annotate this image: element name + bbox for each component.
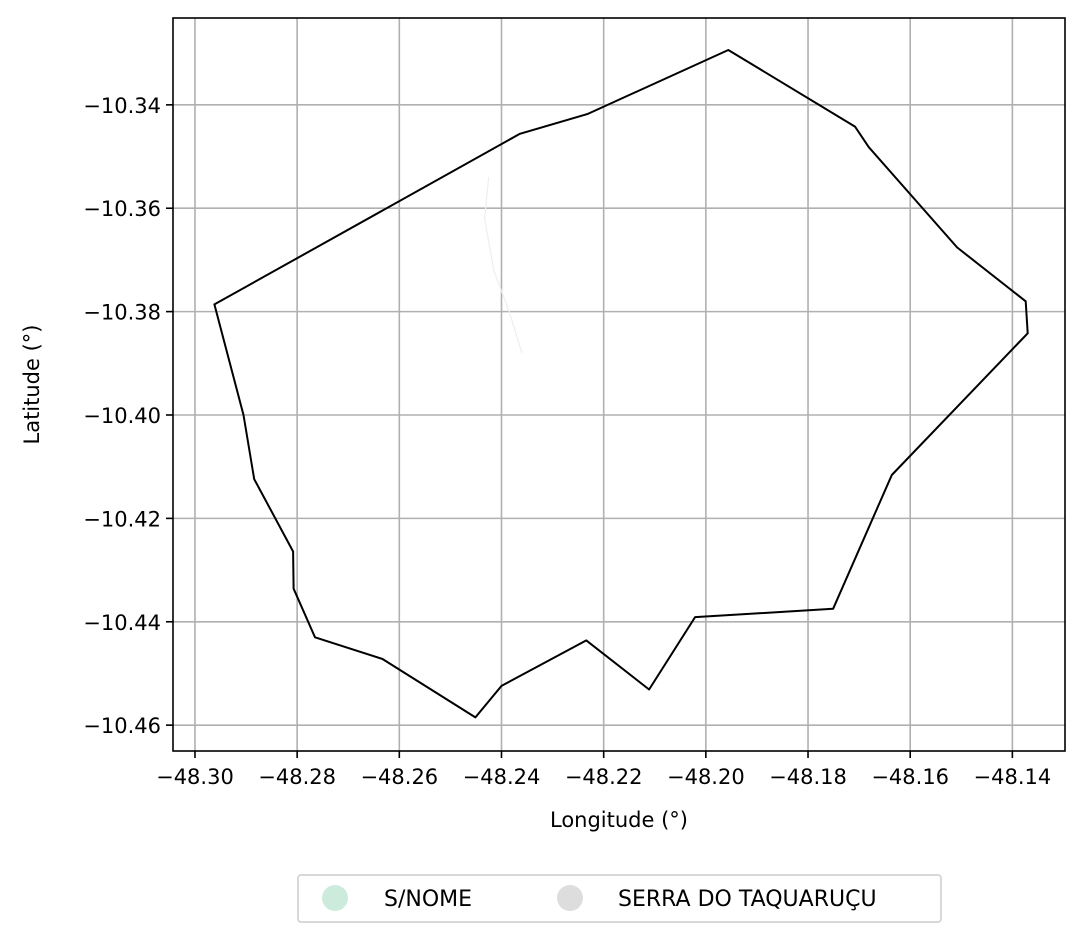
x-tick-label-1: −48.28 bbox=[258, 765, 336, 789]
y-tick-label-4: −10.42 bbox=[83, 507, 161, 531]
legend-label-s-nome: S/NOME bbox=[384, 887, 472, 912]
ticks: −48.30 −48.28 −48.26 −48.24 −48.22 −48.20 −48.… bbox=[83, 94, 1051, 789]
legend-marker-s-nome bbox=[322, 885, 348, 911]
map-layer bbox=[213, 49, 1029, 719]
internal-boundary-line bbox=[483, 177, 523, 354]
x-tick-label-3: −48.24 bbox=[463, 765, 541, 789]
x-tick-label-6: −48.18 bbox=[769, 765, 847, 789]
x-tick-label-0: −48.30 bbox=[156, 765, 234, 789]
y-tick-label-3: −10.40 bbox=[83, 404, 161, 428]
y-tick-label-2: −10.38 bbox=[83, 301, 161, 325]
x-tick-label-4: −48.22 bbox=[565, 765, 643, 789]
x-tick-label-2: −48.26 bbox=[360, 765, 438, 789]
region-boundary bbox=[213, 49, 1029, 719]
grid bbox=[173, 18, 1065, 751]
x-tick-label-7: −48.16 bbox=[871, 765, 949, 789]
y-axis-label: Latitude (°) bbox=[20, 325, 44, 445]
y-tick-label-1: −10.36 bbox=[83, 197, 161, 221]
legend: S/NOME SERRA DO TAQUARUÇU bbox=[297, 874, 942, 923]
legend-box bbox=[297, 874, 942, 923]
y-tick-label-6: −10.46 bbox=[83, 714, 161, 738]
y-tick-label-0: −10.34 bbox=[83, 94, 161, 118]
x-tick-label-8: −48.14 bbox=[974, 765, 1052, 789]
x-axis-label: Longitude (°) bbox=[550, 808, 688, 832]
plot-frame bbox=[172, 17, 1066, 752]
y-tick-label-5: −10.44 bbox=[83, 611, 161, 635]
legend-label-serra-do-taquarucu: SERRA DO TAQUARUÇU bbox=[618, 887, 877, 912]
legend-marker-serra-do-taquarucu bbox=[557, 885, 583, 911]
x-tick-label-5: −48.20 bbox=[667, 765, 745, 789]
